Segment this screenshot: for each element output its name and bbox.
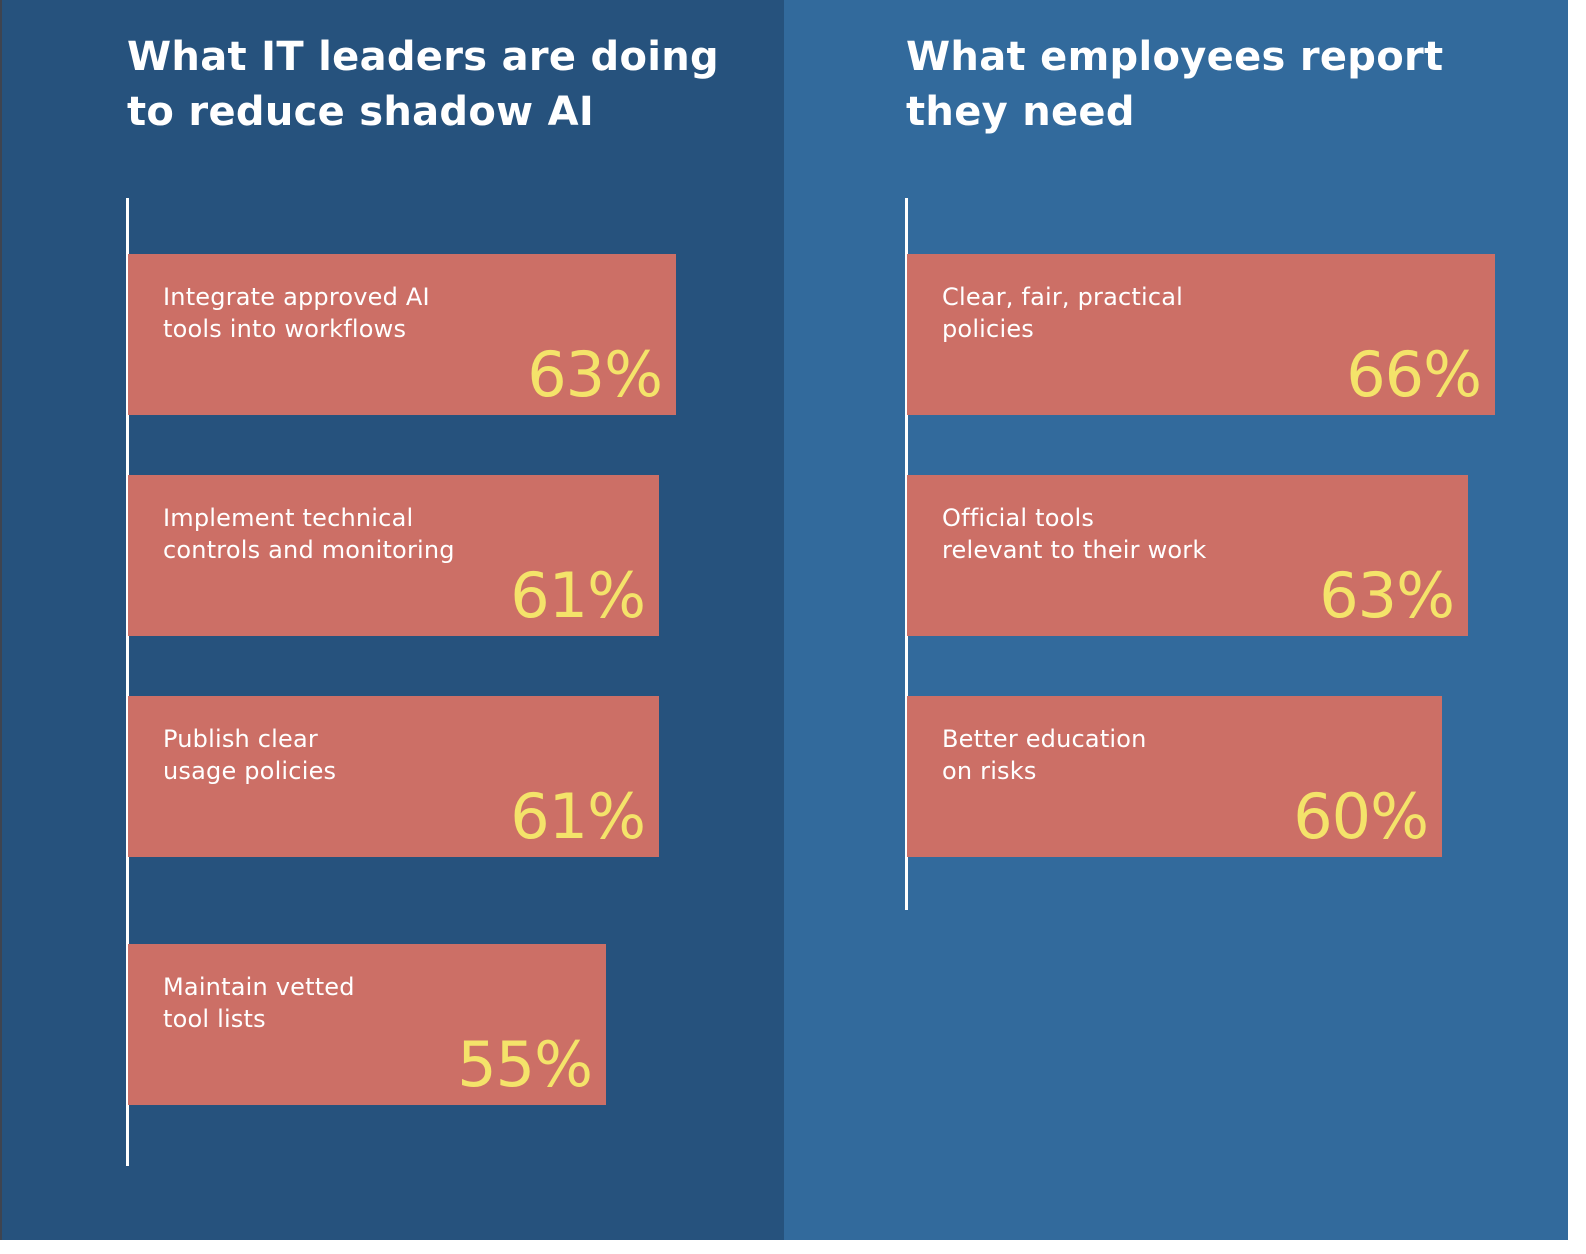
it-leaders-panel: What IT leaders are doing to reduce shad… bbox=[0, 0, 784, 1240]
bar-value-label: 63% bbox=[527, 338, 663, 411]
bar-category-label: Publish clear usage policies bbox=[163, 725, 337, 785]
bar-value-label: 63% bbox=[1319, 559, 1455, 632]
bar-category-label: Integrate approved AI tools into workflo… bbox=[163, 283, 430, 343]
bar: Publish clear usage policies 61% bbox=[128, 696, 659, 857]
bar: Integrate approved AI tools into workflo… bbox=[128, 254, 676, 415]
employees-axis-line bbox=[905, 198, 908, 910]
employees-panel: What employees report they need Clear, f… bbox=[784, 0, 1568, 1240]
bar-value-label: 60% bbox=[1293, 780, 1429, 853]
it-leaders-title: What IT leaders are doing to reduce shad… bbox=[127, 34, 719, 135]
bottom-margin bbox=[0, 1240, 1586, 1254]
employees-title: What employees report they need bbox=[906, 34, 1444, 135]
bar-value-label: 55% bbox=[457, 1028, 593, 1101]
bar-category-label: Official tools relevant to their work bbox=[942, 504, 1207, 564]
bar-value-label: 61% bbox=[510, 780, 646, 853]
bar-category-label: Implement technical controls and monitor… bbox=[163, 504, 455, 564]
bar-value-label: 61% bbox=[510, 559, 646, 632]
bar: Official tools relevant to their work 63% bbox=[907, 475, 1468, 636]
bar-category-label: Maintain vetted tool lists bbox=[163, 973, 355, 1033]
bar: Better education on risks 60% bbox=[907, 696, 1442, 857]
bar: Implement technical controls and monitor… bbox=[128, 475, 659, 636]
it-leaders-axis-line bbox=[126, 198, 129, 1166]
bar-category-label: Clear, fair, practical policies bbox=[942, 283, 1184, 343]
bar: Clear, fair, practical policies 66% bbox=[907, 254, 1495, 415]
bar-value-label: 66% bbox=[1346, 338, 1482, 411]
bar-category-label: Better education on risks bbox=[942, 725, 1147, 785]
bar: Maintain vetted tool lists 55% bbox=[128, 944, 606, 1105]
